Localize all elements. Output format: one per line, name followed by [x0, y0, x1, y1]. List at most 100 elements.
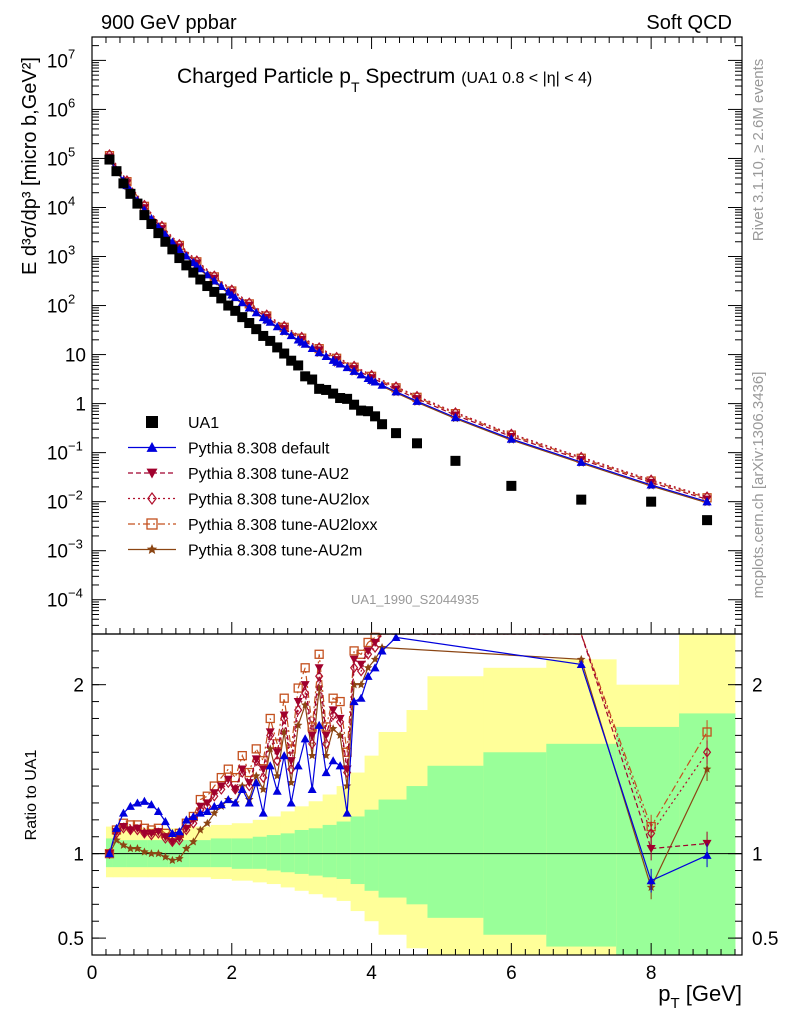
ratio-series-point [300, 681, 310, 690]
data-point-ua1 [646, 496, 657, 507]
y-tick-label: 10 [47, 591, 68, 612]
y-tick-exponent: 3 [68, 243, 75, 258]
data-point-ua1 [363, 406, 374, 417]
ratio-series-point [195, 808, 205, 817]
ratio-uncertainty-bands [105, 634, 736, 955]
ratio-series-point [356, 660, 366, 669]
ratio-series-point [363, 648, 373, 660]
ratio-series-point [279, 711, 289, 720]
mc-point-main [391, 387, 401, 396]
ratio-series-point [251, 771, 261, 780]
stat-uncertainty-band [322, 824, 338, 878]
ratio-series-point [210, 790, 219, 802]
ratio-series-point [391, 632, 401, 641]
data-point-ua1 [377, 419, 388, 430]
ratio-series-point [160, 817, 170, 826]
ratio-series-point [335, 716, 345, 728]
title-main: Charged Particle p [177, 65, 351, 88]
ratio-y-tick-label: 2 [73, 676, 84, 697]
x-tick-label: 2 [226, 963, 237, 984]
ratio-series-point [363, 647, 373, 656]
legend-label: Pythia 8.308 tune-AU2lox [188, 492, 369, 509]
ratio-series-point [328, 706, 338, 715]
ratio-series-point [161, 852, 170, 861]
ratio-series-point [216, 782, 226, 791]
header-category: Soft QCD [646, 12, 732, 34]
y-tick-label: 10 [47, 149, 68, 170]
ratio-y-tick-label-right: 2 [752, 676, 763, 697]
ratio-series-point [342, 808, 352, 817]
mc-point-main [244, 303, 254, 312]
mc-point-main [300, 339, 310, 348]
ratio-series-point [307, 751, 317, 760]
mc-point-main [363, 373, 373, 382]
title-cut: (UA1 0.8 < |η| < 4) [461, 70, 592, 87]
ratio-series-point [245, 780, 254, 792]
ratio-series-point [272, 739, 282, 749]
stat-uncertainty-band [280, 833, 296, 873]
ratio-series-point [356, 680, 366, 689]
data-point-ua1 [321, 384, 332, 395]
stat-uncertainty-band [266, 835, 282, 871]
ratio-series-point [265, 744, 275, 753]
data-point-ua1 [209, 286, 220, 297]
y-tick-label: 10 [47, 198, 68, 219]
mc-curve-main [109, 155, 708, 499]
y-tick-exponent: 6 [68, 95, 75, 110]
data-point-ua1 [167, 244, 178, 255]
ratio-series-point [202, 799, 212, 808]
ratio-series-point [140, 847, 149, 856]
mc-point-main [412, 396, 422, 405]
mcplots-label: mcplots.cern.ch [arXiv:1306.3436] [750, 372, 767, 599]
data-point-ua1 [139, 210, 150, 221]
ratio-series-point [153, 828, 163, 837]
ratio-series-point [258, 808, 268, 817]
ratio-series-point [349, 655, 359, 664]
x-tick-label: 4 [366, 963, 377, 984]
x-tick-label: 0 [87, 963, 98, 984]
ratio-series-point [251, 778, 261, 787]
header-collision: 900 GeV ppbar [101, 12, 237, 34]
ratio-series-point [280, 712, 289, 724]
ratio-series-point [307, 784, 317, 794]
ratio-series-point [223, 775, 233, 784]
ratio-series-point [286, 744, 296, 754]
ratio-axis-layer: 0.5 0.5 1 1 2 2 0 2 4 6 8 [58, 650, 778, 984]
ratio-series-point [209, 801, 219, 810]
mc-point-main [307, 343, 317, 352]
legend-marker [146, 416, 158, 428]
data-point-ua1 [223, 300, 234, 311]
legend-label: Pythia 8.308 tune-AU2m [188, 543, 362, 560]
data-point-ua1 [216, 293, 227, 304]
ratio-series-point [259, 772, 268, 784]
ratio-series-point [238, 767, 247, 779]
y-tick-label: 10 [65, 346, 86, 367]
mc-point-main [370, 377, 380, 386]
mc-point-main [265, 317, 275, 326]
ratio-series-point [576, 659, 586, 669]
legend-marker [147, 492, 157, 505]
ratio-series-point [189, 837, 198, 846]
y-tick-exponent: −4 [68, 586, 83, 601]
ratio-series-point [258, 784, 268, 794]
ratio-series-point [104, 849, 114, 858]
ratio-series-point [174, 834, 184, 843]
y-tick-exponent: 2 [68, 292, 75, 307]
ratio-series-point [119, 840, 128, 849]
plot-frames [91, 36, 743, 956]
ratio-series-point [321, 731, 331, 740]
ratio-xlabel: pT [GeV] [658, 981, 742, 1012]
ratio-series-point [370, 638, 380, 647]
ratio-series-point [209, 789, 219, 798]
ratio-series-point [181, 815, 191, 824]
main-title: Charged Particle pT Spectrum (UA1 0.8 < |… [177, 65, 592, 95]
ratio-series-point [251, 744, 261, 754]
ratio-y-tick-label-right: 1 [752, 845, 763, 866]
ratio-ylabel: Ratio to UA1 [23, 750, 40, 841]
ratio-series-point [195, 802, 205, 811]
ratio-series-point [237, 750, 247, 761]
ratio-series-point [266, 729, 275, 741]
ratio-series-point [273, 755, 282, 767]
data-point-ua1 [230, 305, 241, 316]
